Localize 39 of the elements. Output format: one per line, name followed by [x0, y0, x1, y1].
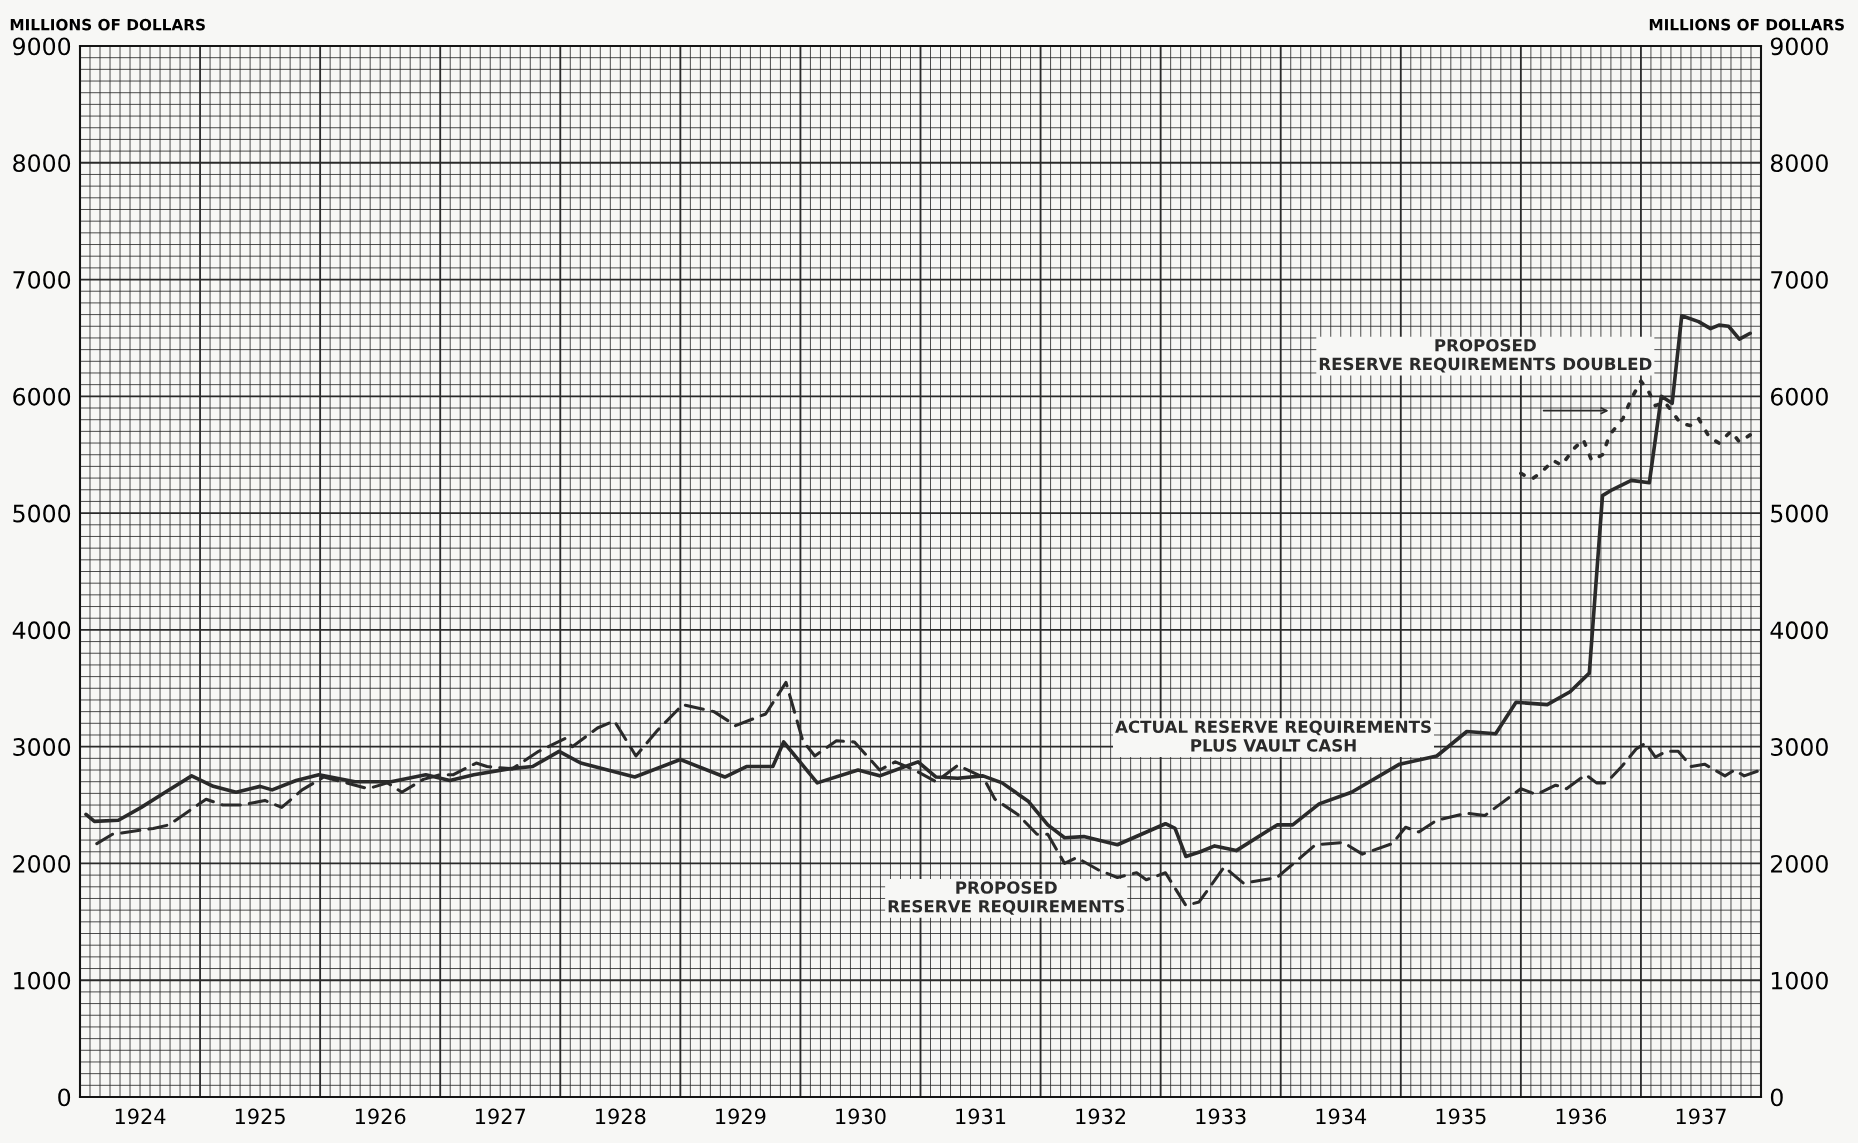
x-tick-label: 1925	[235, 1108, 285, 1125]
x-tick-label: 1926	[355, 1108, 406, 1125]
y2-tick-label: 6000	[1770, 387, 1828, 406]
y2-axis-title: MILLIONS OF DOLLARS	[1649, 18, 1844, 31]
x-tick-label: 1937	[1676, 1108, 1726, 1125]
y2-tick-label: 0	[1770, 1088, 1783, 1107]
y2-tick-label: 9000	[1770, 37, 1828, 56]
y-axis-title: MILLIONS OF DOLLARS	[10, 18, 205, 31]
annotation: ACTUAL RESERVE REQUIREMENTS PLUS VAULT CASH	[1115, 720, 1431, 752]
y2-tick-label: 4000	[1770, 621, 1828, 640]
x-tick-label: 1935	[1436, 1108, 1486, 1125]
x-tick-label: 1930	[836, 1108, 886, 1125]
y2-tick-label: 3000	[1771, 738, 1828, 756]
x-tick-label: 1931	[956, 1108, 1006, 1125]
y-tick-label: 6000	[13, 387, 71, 406]
x-tick-label: 1934	[1316, 1108, 1367, 1125]
y2-tick-label: 2000	[1771, 854, 1828, 873]
x-tick-label: 1924	[115, 1108, 166, 1125]
x-tick-label: 1932	[1076, 1108, 1126, 1125]
y-tick-label: 3000	[13, 738, 71, 756]
x-tick-label: 1928	[596, 1108, 646, 1125]
x-tick-label: 1929	[716, 1108, 766, 1125]
y2-tick-label: 8000	[1770, 154, 1828, 173]
y2-tick-label: 7000	[1771, 271, 1828, 289]
x-tick-label: 1936	[1556, 1108, 1607, 1125]
y-tick-label: 9000	[13, 37, 71, 56]
y-tick-label: 4000	[12, 621, 71, 640]
y2-tick-label: 5000	[1771, 504, 1828, 523]
y-tick-label: 2000	[13, 854, 71, 873]
y-tick-label: 1000	[14, 971, 71, 990]
y2-tick-label: 1000	[1771, 971, 1828, 990]
y-tick-label: 7000	[13, 271, 71, 289]
y-tick-label: 5000	[13, 504, 71, 523]
y-tick-label: 8000	[13, 154, 71, 173]
annotation: PROPOSED RESERVE REQUIREMENTS DOUBLED	[1319, 338, 1652, 373]
x-tick-label: 1927	[476, 1108, 525, 1125]
x-tick-label: 1933	[1196, 1108, 1246, 1125]
annotation: PROPOSED RESERVE REQUIREMENTS	[888, 881, 1125, 915]
y-tick-label: 0	[58, 1088, 71, 1107]
